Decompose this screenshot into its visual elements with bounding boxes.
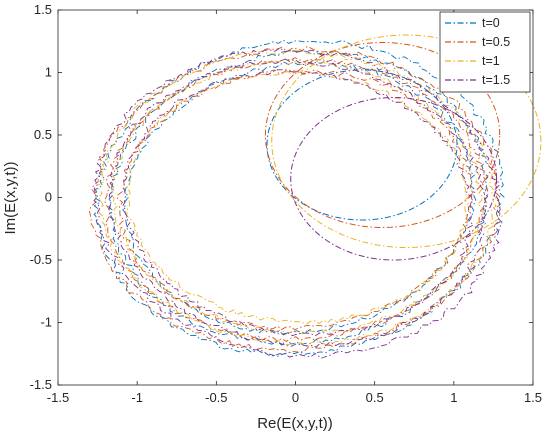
x-tick-label: -1.5	[47, 390, 69, 405]
legend-label-t1: t=1	[482, 54, 500, 68]
y-axis-label: Im(E(x,y,t))	[2, 161, 19, 234]
legend-label-t15: t=1.5	[482, 73, 510, 87]
series-outer-ring	[93, 47, 503, 359]
x-tick-label: 0.5	[366, 390, 384, 405]
y-tick-label: 1	[45, 65, 52, 80]
y-tick-label: -1.5	[30, 377, 52, 392]
series-outer-ring	[125, 70, 469, 325]
x-tick-label: -0.5	[205, 390, 227, 405]
legend-label-t05: t=0.5	[482, 35, 510, 49]
y-tick-label: -1	[40, 315, 52, 330]
x-tick-label: 1	[450, 390, 457, 405]
series-inner-loop	[271, 34, 542, 249]
series-outer-ring	[93, 39, 505, 357]
series-inner-loop	[266, 69, 458, 221]
y-tick-label: -0.5	[30, 252, 52, 267]
x-tick-label: 0	[292, 390, 299, 405]
y-tick-label: 1.5	[34, 2, 52, 17]
ticks-layer: -1.5 -1 -0.5 0 0.5 1 1.5 -1.5 -1 -0.5 0 0.5 1 1.5	[30, 2, 542, 405]
series-t-1-5	[93, 47, 503, 359]
series-outer-ring	[122, 60, 477, 335]
x-tick-label: -1	[131, 390, 143, 405]
y-tick-label: 0.5	[34, 127, 52, 142]
y-tick-label: 0	[45, 190, 52, 205]
series-outer-ring	[116, 69, 474, 331]
x-tick-label: 1.5	[524, 390, 542, 405]
legend-label-t0: t=0	[482, 16, 500, 30]
series-outer-ring	[108, 58, 489, 348]
legend-box	[439, 11, 531, 93]
legend: t=0 t=0.5 t=1 t=1.5	[439, 11, 531, 93]
series-layer	[88, 34, 542, 359]
x-axis-label: Re(E(x,y,t))	[257, 415, 333, 432]
series-outer-ring	[108, 50, 489, 346]
series-t-0	[93, 39, 505, 357]
series-inner-loop	[290, 96, 498, 261]
series-outer-ring	[122, 69, 475, 337]
